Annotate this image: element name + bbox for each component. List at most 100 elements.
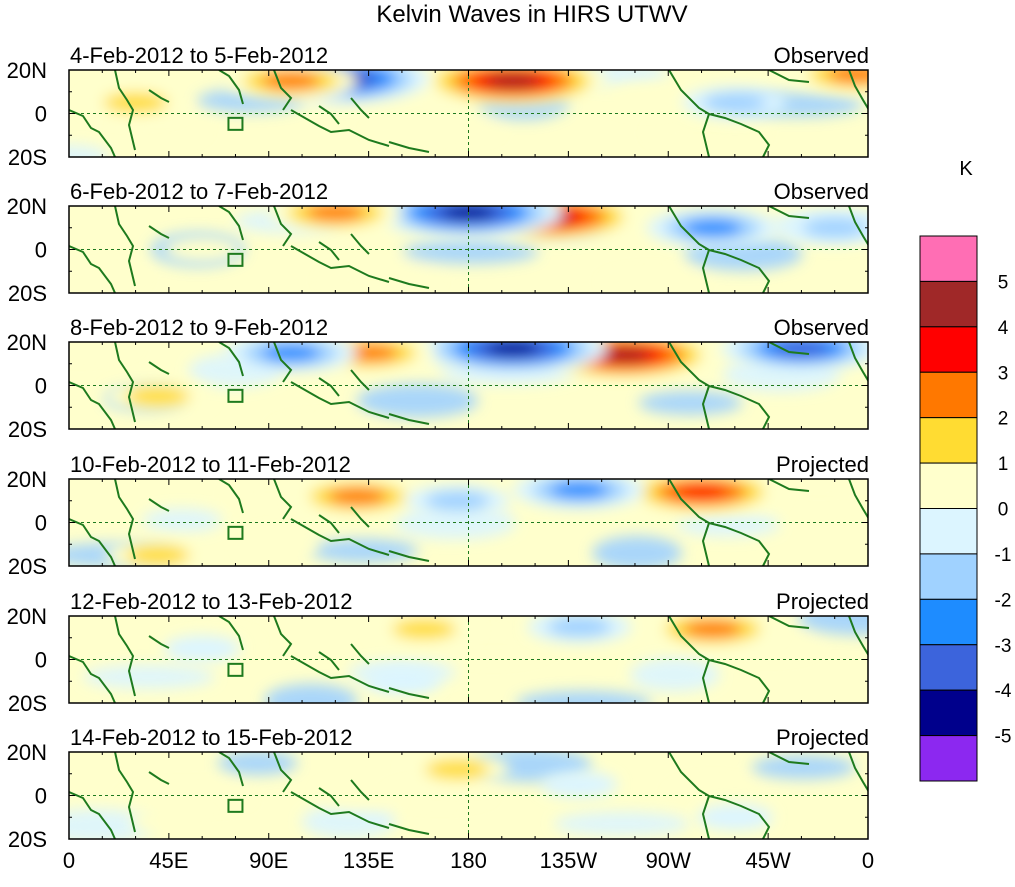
background-anomaly <box>120 785 253 810</box>
y-tick-label: 20N <box>7 330 47 355</box>
coastline <box>768 342 810 355</box>
background-anomaly <box>217 752 298 775</box>
region-box-marker <box>227 798 244 813</box>
background-anomaly <box>263 683 358 703</box>
coastline <box>388 413 430 425</box>
colorbar-label: -1 <box>995 545 1012 566</box>
panel-status: Projected <box>776 725 869 750</box>
panel-date-range: 10-Feb-2012 to 11-Feb-2012 <box>70 452 351 477</box>
coastline <box>114 70 136 151</box>
x-tick-label: 0 <box>862 848 874 873</box>
coastline <box>218 479 244 514</box>
x-tick-label: 45E <box>149 848 188 873</box>
anomaly-contour <box>164 635 241 662</box>
colorbar-label: 0 <box>998 500 1009 521</box>
anomaly-contour <box>306 206 365 221</box>
coastline <box>668 616 710 661</box>
anomaly-contour <box>486 73 540 89</box>
coastline <box>848 342 868 383</box>
anomaly-contour <box>550 481 609 499</box>
y-tick-label: 20S <box>8 554 47 579</box>
anomaly-contour <box>541 771 618 798</box>
coastline <box>701 522 710 566</box>
coastline <box>388 823 430 835</box>
anomaly-contour <box>241 531 318 558</box>
coastline <box>114 479 136 560</box>
colorbar-units: K <box>959 158 973 180</box>
coastline <box>148 89 170 103</box>
panel-date-range: 6-Feb-2012 to 7-Feb-2012 <box>70 179 328 204</box>
coastline <box>290 791 390 829</box>
coastline <box>701 385 710 429</box>
anomaly-contour <box>425 490 490 511</box>
background-anomaly <box>600 270 705 293</box>
anomaly-contour <box>130 808 207 835</box>
coastline <box>848 616 868 657</box>
y-tick-label: 0 <box>35 102 47 127</box>
anomaly-contour <box>597 347 651 363</box>
coastline <box>768 206 810 219</box>
panel-status: Projected <box>776 589 869 614</box>
coastline <box>69 655 116 703</box>
y-tick-label: 20S <box>8 145 47 170</box>
coastlines <box>69 70 868 157</box>
coastline <box>114 752 136 833</box>
map-panel: 20N 0 20S 12-Feb-2012 to 13-Feb-2012 Project… <box>7 589 869 716</box>
panel-status: Observed <box>774 43 869 68</box>
background-anomaly <box>592 535 683 566</box>
x-axis: 0 45E 90E 135E 180 135W 90W 45W 0 <box>63 848 874 873</box>
background-anomaly <box>318 262 441 293</box>
background-anomaly <box>69 808 155 839</box>
background-anomaly <box>310 538 419 563</box>
colorbar-swatch <box>919 644 978 691</box>
coastline <box>708 113 771 157</box>
map-panel: 20N 0 20S 4-Feb-2012 to 5-Feb-2012 Observed <box>7 43 869 170</box>
map-panel: 20N 0 20S 8-Feb-2012 to 9-Feb-2012 Observed <box>7 315 869 442</box>
y-tick-label: 0 <box>35 374 47 399</box>
region-box-marker <box>227 116 244 131</box>
coastline <box>318 651 340 671</box>
coastlines <box>69 479 868 566</box>
colorbar-swatch <box>919 598 978 646</box>
panel-status: Projected <box>776 452 869 477</box>
coastlines <box>69 752 868 839</box>
coastline <box>290 381 390 419</box>
coastline <box>69 518 116 566</box>
coastline <box>148 498 170 512</box>
x-tick-label: 0 <box>63 848 75 873</box>
background-anomaly <box>638 390 743 415</box>
map-panel: 20N 0 20S 14-Feb-2012 to 15-Feb-2012 Project… <box>7 725 869 852</box>
y-tick-label: 20N <box>7 467 47 492</box>
y-tick-label: 20N <box>7 58 47 83</box>
coastline <box>69 381 116 429</box>
anomaly-contour <box>328 487 387 505</box>
coastline <box>848 70 868 111</box>
coastline <box>273 342 293 383</box>
coastline <box>768 479 810 492</box>
coastline <box>148 361 170 375</box>
coastline <box>218 342 244 377</box>
anomaly-contour <box>261 344 321 362</box>
coastlines <box>69 342 868 429</box>
coastline <box>218 752 244 787</box>
colorbar-label: -5 <box>995 727 1012 748</box>
coastline <box>148 635 170 649</box>
background-anomaly <box>676 512 781 537</box>
coastline <box>708 249 771 293</box>
map-panel: 20N 0 20S 10-Feb-2012 to 11-Feb-2012 Project… <box>7 452 869 579</box>
coastline <box>848 752 868 793</box>
coastline <box>701 113 710 157</box>
coastline <box>290 655 390 693</box>
background-anomaly <box>142 508 223 533</box>
coastline <box>218 206 244 241</box>
y-tick-label: 0 <box>35 238 47 263</box>
coastline <box>273 70 293 111</box>
anomaly-contour <box>702 92 767 113</box>
coastline <box>708 385 771 429</box>
background-anomaly <box>69 265 147 290</box>
coastline <box>350 97 370 119</box>
colorbar-label: 2 <box>998 409 1009 430</box>
y-tick-label: 20S <box>8 281 47 306</box>
anomaly-contour <box>261 72 321 90</box>
colorbar-swatch <box>919 280 978 328</box>
